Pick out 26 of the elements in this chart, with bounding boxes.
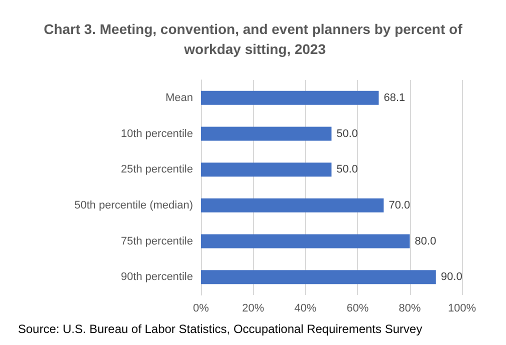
x-tick-label: 80%	[398, 302, 422, 314]
x-tick-label: 20%	[242, 302, 264, 314]
source-note: Source: U.S. Bureau of Labor Statistics, Occupational Requirements Survey	[18, 322, 422, 336]
data-label: 50.0	[336, 164, 358, 176]
bar	[201, 162, 332, 177]
x-tick-label: 0%	[193, 302, 210, 314]
bar	[201, 270, 436, 284]
data-label: 70.0	[388, 199, 410, 212]
data-label: 90.0	[440, 271, 462, 284]
chart-title: Chart 3. Meeting, convention, and event planners by percent of workday sitting, 2023	[44, 21, 463, 57]
bar	[201, 90, 379, 105]
y-tick-label: 10th percentile	[120, 128, 193, 140]
y-tick-label: Mean	[165, 92, 193, 104]
x-tick-label: 60%	[346, 302, 369, 314]
data-label: 80.0	[414, 235, 436, 248]
bar	[201, 198, 384, 212]
y-tick-label: 25th percentile	[120, 164, 193, 176]
data-label: 68.1	[384, 92, 406, 104]
x-tick-label: 40%	[294, 302, 317, 314]
y-tick-label: 50th percentile (median)	[74, 199, 193, 212]
bar	[201, 126, 332, 141]
data-label: 50.0	[336, 128, 358, 140]
y-tick-label: 90th percentile	[120, 271, 193, 284]
bar	[201, 234, 410, 248]
x-tick-label: 100%	[448, 302, 476, 314]
y-tick-label: 75th percentile	[120, 235, 193, 248]
